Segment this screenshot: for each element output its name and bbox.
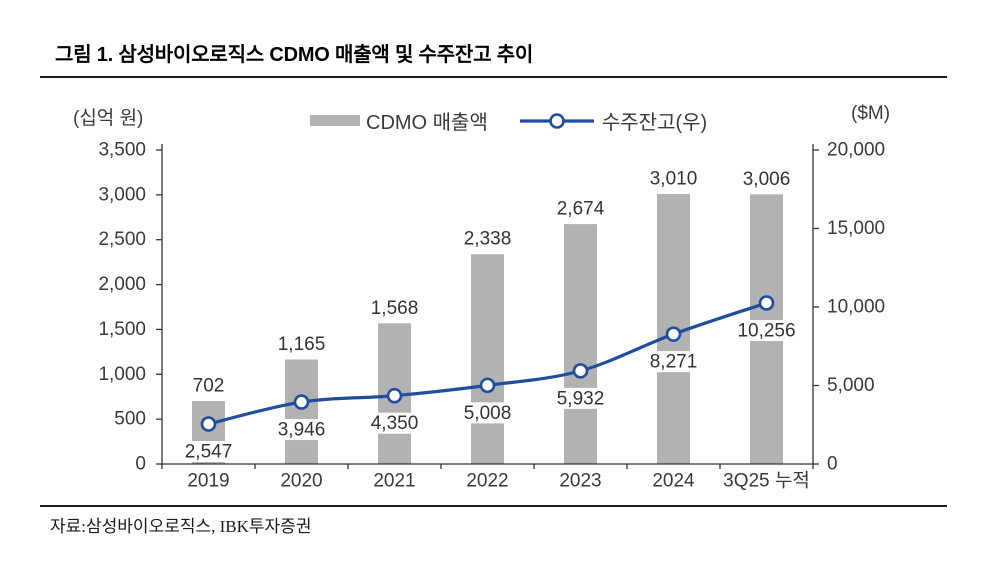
chart-legend: CDMO 매출액 수주잔고(우) — [310, 106, 707, 135]
left-tick-label: 1,500 — [98, 319, 146, 340]
line-label-bg — [366, 412, 423, 434]
line-label-bg — [733, 319, 800, 341]
line-label-bg — [273, 419, 330, 441]
x-label-2024: 2024 — [652, 471, 695, 492]
line-label-2019: 2,547 — [185, 442, 233, 463]
x-label-2021: 2021 — [373, 471, 415, 492]
left-tick-label: 3,000 — [98, 184, 146, 205]
bar-2022 — [471, 254, 504, 464]
bar-2023 — [564, 224, 597, 464]
legend-item-order-backlog: 수주잔고(우) — [518, 106, 707, 135]
left-tick-label: 1,000 — [98, 364, 146, 385]
line-label-2021: 4,350 — [371, 413, 419, 434]
title-divider — [40, 76, 947, 78]
bar-label-2019: 702 — [193, 376, 225, 397]
line-marker-2022 — [479, 377, 496, 394]
bar-label-2020: 1,165 — [278, 334, 326, 355]
line-marker-2024 — [665, 326, 682, 342]
left-tick-label: 0 — [135, 454, 146, 475]
line-marker-swatch-icon — [519, 112, 594, 129]
line-label-2023: 5,932 — [557, 388, 605, 409]
x-label-2019: 2019 — [187, 471, 229, 492]
left-tick-label: 500 — [114, 409, 146, 430]
line-label-bg — [552, 387, 609, 409]
line-marker-3Q25 누적 — [758, 295, 775, 311]
bar-label-3Q25 누적: 3,006 — [743, 169, 791, 190]
bar-2020 — [285, 359, 318, 464]
line-label-bg — [459, 402, 516, 424]
line-label-3Q25 누적: 10,256 — [737, 320, 795, 341]
right-tick-label: 20,000 — [827, 140, 885, 161]
line-label-2022: 5,008 — [464, 403, 512, 424]
right-tick-label: 15,000 — [827, 218, 885, 239]
x-label-3Q25 누적: 3Q25 누적 — [723, 470, 810, 492]
line-label-2020: 3,946 — [278, 420, 326, 441]
bar-label-2024: 3,010 — [650, 168, 698, 189]
bar-label-2022: 2,338 — [464, 229, 512, 250]
right-tick-label: 10,000 — [827, 297, 885, 318]
bar-swatch-icon — [310, 115, 360, 126]
bar-label-2023: 2,674 — [557, 199, 605, 220]
figure-title: 그림 1. 삼성바이오로직스 CDMO 매출액 및 수주잔고 추이 — [55, 44, 534, 66]
line-marker-2023 — [572, 363, 589, 379]
legend-label-order-backlog: 수주잔고(우) — [601, 112, 708, 134]
legend-marker-icon — [549, 112, 565, 129]
line-marker-2020 — [293, 394, 310, 410]
line-label-2024: 8,271 — [650, 352, 698, 373]
left-tick-label: 2,000 — [98, 274, 146, 295]
x-label-2020: 2020 — [280, 471, 322, 492]
bar-label-2021: 1,568 — [371, 298, 419, 319]
right-axis-unit: ($M) — [851, 103, 891, 124]
footer-divider — [40, 505, 947, 507]
source-note: 자료:삼성바이오로직스, IBK투자증권 — [50, 517, 312, 536]
left-axis-unit: (십억 원) — [73, 108, 144, 129]
line-label-bg — [645, 351, 702, 373]
legend-label-cdmo-revenue: CDMO 매출액 — [366, 112, 488, 134]
line-label-bg — [180, 441, 237, 463]
right-tick-label: 0 — [827, 454, 838, 475]
line-marker-2021 — [386, 387, 403, 404]
right-tick-label: 5,000 — [827, 375, 875, 396]
x-label-2023: 2023 — [559, 471, 601, 492]
x-label-2022: 2022 — [466, 471, 508, 492]
left-tick-label: 2,500 — [98, 229, 146, 250]
legend-item-cdmo-revenue: CDMO 매출액 — [310, 106, 488, 135]
line-marker-2019 — [200, 416, 217, 432]
left-tick-label: 3,500 — [98, 140, 146, 161]
